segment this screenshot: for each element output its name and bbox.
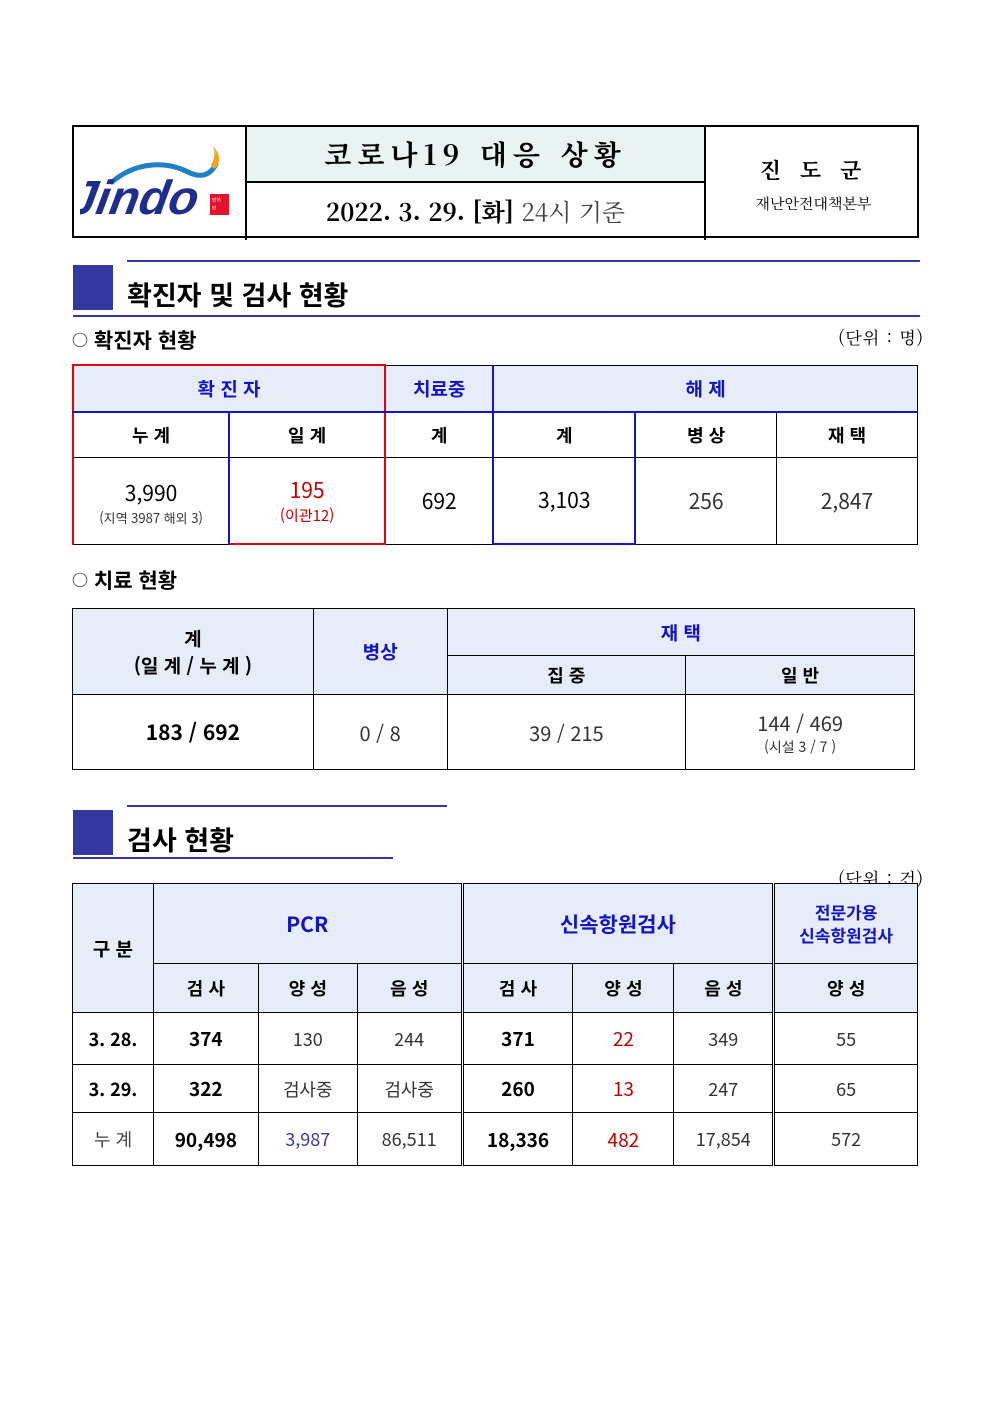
svg-text:Jindo: Jindo	[80, 171, 203, 224]
svg-text:안심: 안심	[211, 195, 221, 203]
